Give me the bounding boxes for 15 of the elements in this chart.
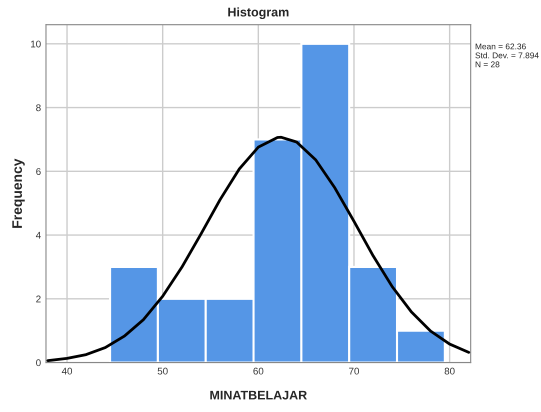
chart-title: Histogram	[228, 7, 288, 20]
y-axis-title: Frequency	[12, 158, 25, 228]
x-tick-label: 80	[444, 368, 455, 375]
x-tick-label: 70	[349, 368, 360, 375]
x-tick-label: 40	[62, 368, 72, 375]
x-tick-label: 50	[158, 368, 168, 375]
y-tick-label: 6	[36, 168, 41, 175]
y-tick-label: 2	[36, 296, 41, 302]
x-axis-title: MINATBELAJAR	[210, 390, 307, 400]
text: Mean = 62.36 Std. Dev. = 7.894 N = 28	[475, 43, 539, 68]
x-tick-label: 60	[253, 368, 264, 375]
y-tick-label: 10	[31, 40, 41, 48]
y-tick-label: 0	[36, 359, 41, 366]
y-tick-label: 8	[36, 104, 41, 112]
y-tick-label: 4	[36, 232, 41, 239]
